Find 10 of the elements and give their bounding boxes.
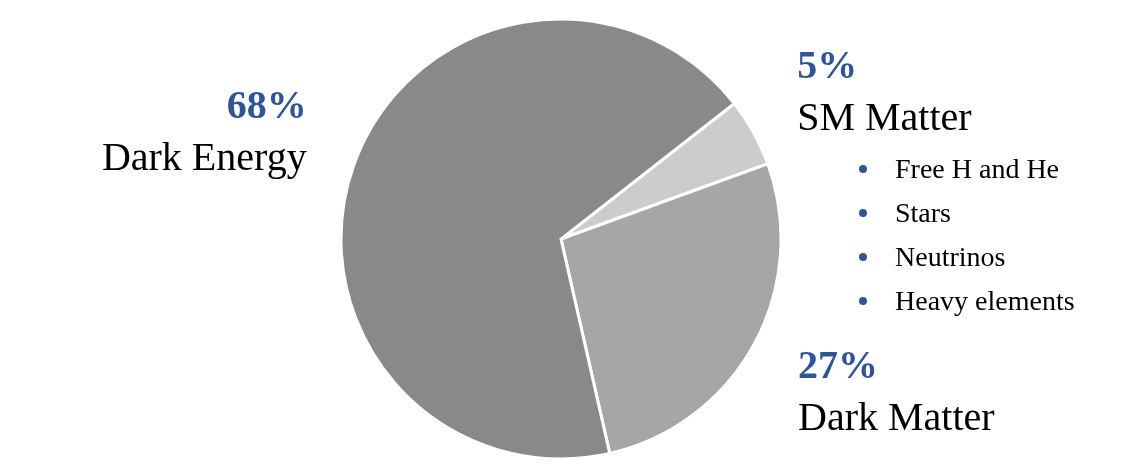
slice-label: Dark Energy [101,134,307,180]
text: Neutrinos [895,241,1006,272]
slice-label: SM Matter [797,94,972,140]
text: Free H and He [895,153,1060,184]
data-label: 5% [797,42,858,88]
data-label: 27% [798,342,879,388]
data-label: 68% [226,82,307,128]
text: Heavy elements [895,285,1075,316]
slice-label: Dark Matter [798,394,995,440]
text: Stars [895,197,951,228]
